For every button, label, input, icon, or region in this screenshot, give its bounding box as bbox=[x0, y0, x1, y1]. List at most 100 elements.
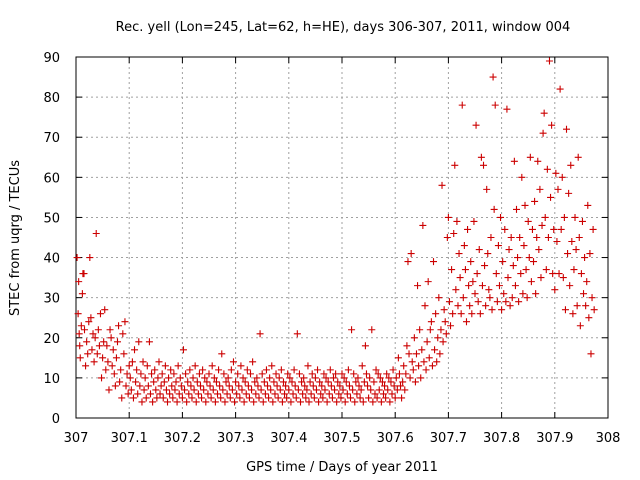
data-point bbox=[434, 334, 442, 342]
data-point bbox=[544, 234, 552, 241]
data-point bbox=[77, 322, 85, 330]
x-axis-label: GPS time / Days of year 2011 bbox=[246, 460, 438, 475]
data-point bbox=[155, 358, 163, 366]
data-point bbox=[323, 398, 331, 406]
data-point bbox=[459, 294, 467, 302]
data-point bbox=[266, 374, 274, 382]
data-point bbox=[503, 105, 511, 113]
data-point bbox=[333, 398, 341, 406]
data-point bbox=[539, 129, 547, 137]
data-point bbox=[464, 225, 472, 233]
data-point bbox=[160, 378, 168, 386]
axis-ticks bbox=[75, 56, 609, 419]
data-point bbox=[332, 370, 340, 378]
data-point bbox=[250, 398, 258, 406]
data-point bbox=[390, 382, 398, 390]
data-point bbox=[519, 290, 527, 298]
data-point bbox=[277, 366, 285, 374]
data-point bbox=[98, 374, 106, 382]
data-point bbox=[353, 390, 361, 398]
data-point bbox=[520, 242, 528, 250]
data-point bbox=[515, 298, 523, 306]
data-point bbox=[217, 394, 225, 402]
data-point bbox=[115, 322, 123, 330]
data-point bbox=[149, 398, 157, 406]
data-point bbox=[299, 390, 307, 398]
data-point bbox=[173, 398, 181, 406]
data-point bbox=[505, 246, 513, 254]
data-point bbox=[387, 378, 395, 386]
data-point bbox=[287, 398, 295, 406]
data-point bbox=[312, 386, 320, 394]
data-point bbox=[228, 386, 236, 394]
data-point bbox=[474, 298, 482, 306]
data-point bbox=[393, 386, 401, 394]
data-point bbox=[91, 334, 99, 342]
data-point bbox=[304, 362, 312, 370]
data-point bbox=[167, 366, 175, 374]
data-point bbox=[582, 302, 590, 310]
data-point bbox=[549, 270, 557, 278]
data-point bbox=[371, 390, 379, 398]
data-point bbox=[226, 394, 234, 402]
data-point bbox=[399, 378, 407, 386]
data-point bbox=[566, 282, 574, 290]
x-tick-label: 307.2 bbox=[164, 431, 201, 446]
data-point bbox=[477, 153, 485, 161]
data-point bbox=[288, 378, 296, 386]
data-point bbox=[316, 378, 324, 386]
data-point bbox=[170, 370, 178, 378]
data-point bbox=[86, 254, 94, 262]
x-tick-label: 307.8 bbox=[483, 431, 520, 446]
x-tick-label: 307.3 bbox=[217, 431, 254, 446]
data-point bbox=[522, 266, 530, 274]
data-point bbox=[400, 362, 408, 370]
data-point bbox=[394, 354, 402, 362]
data-point bbox=[385, 374, 393, 382]
data-point bbox=[375, 386, 383, 394]
data-point bbox=[498, 306, 506, 314]
data-point bbox=[245, 394, 253, 402]
data-point bbox=[76, 354, 84, 362]
data-point bbox=[533, 234, 541, 241]
data-point bbox=[133, 366, 141, 374]
data-point bbox=[184, 378, 192, 386]
data-point bbox=[273, 382, 281, 390]
data-point bbox=[141, 374, 149, 382]
data-point bbox=[81, 326, 89, 334]
data-point bbox=[122, 382, 130, 390]
data-point bbox=[578, 217, 586, 225]
data-point bbox=[189, 374, 197, 382]
data-point bbox=[100, 338, 108, 346]
data-point bbox=[443, 234, 451, 241]
data-point bbox=[563, 125, 571, 133]
x-tick-label: 307.9 bbox=[536, 431, 573, 446]
data-point bbox=[229, 358, 237, 366]
x-tick-label: 307.5 bbox=[323, 431, 360, 446]
data-point bbox=[150, 378, 158, 386]
data-point bbox=[541, 213, 549, 221]
data-point bbox=[524, 217, 532, 225]
data-point bbox=[298, 378, 306, 386]
data-point bbox=[211, 398, 219, 406]
data-point bbox=[569, 310, 577, 318]
data-point bbox=[405, 350, 413, 358]
data-point bbox=[356, 394, 364, 402]
data-point bbox=[126, 374, 134, 382]
data-point bbox=[344, 366, 352, 374]
data-point bbox=[256, 330, 264, 338]
data-point bbox=[488, 306, 496, 314]
data-point bbox=[561, 306, 569, 314]
data-point bbox=[129, 394, 137, 402]
data-point bbox=[246, 370, 254, 378]
data-point bbox=[78, 290, 86, 298]
data-point bbox=[389, 366, 397, 374]
data-point bbox=[264, 382, 272, 390]
data-point bbox=[590, 306, 598, 314]
data-point bbox=[432, 310, 440, 318]
data-point bbox=[431, 346, 439, 354]
data-point bbox=[420, 358, 428, 366]
data-point bbox=[360, 378, 368, 386]
data-point bbox=[335, 390, 343, 398]
data-point bbox=[88, 346, 96, 354]
